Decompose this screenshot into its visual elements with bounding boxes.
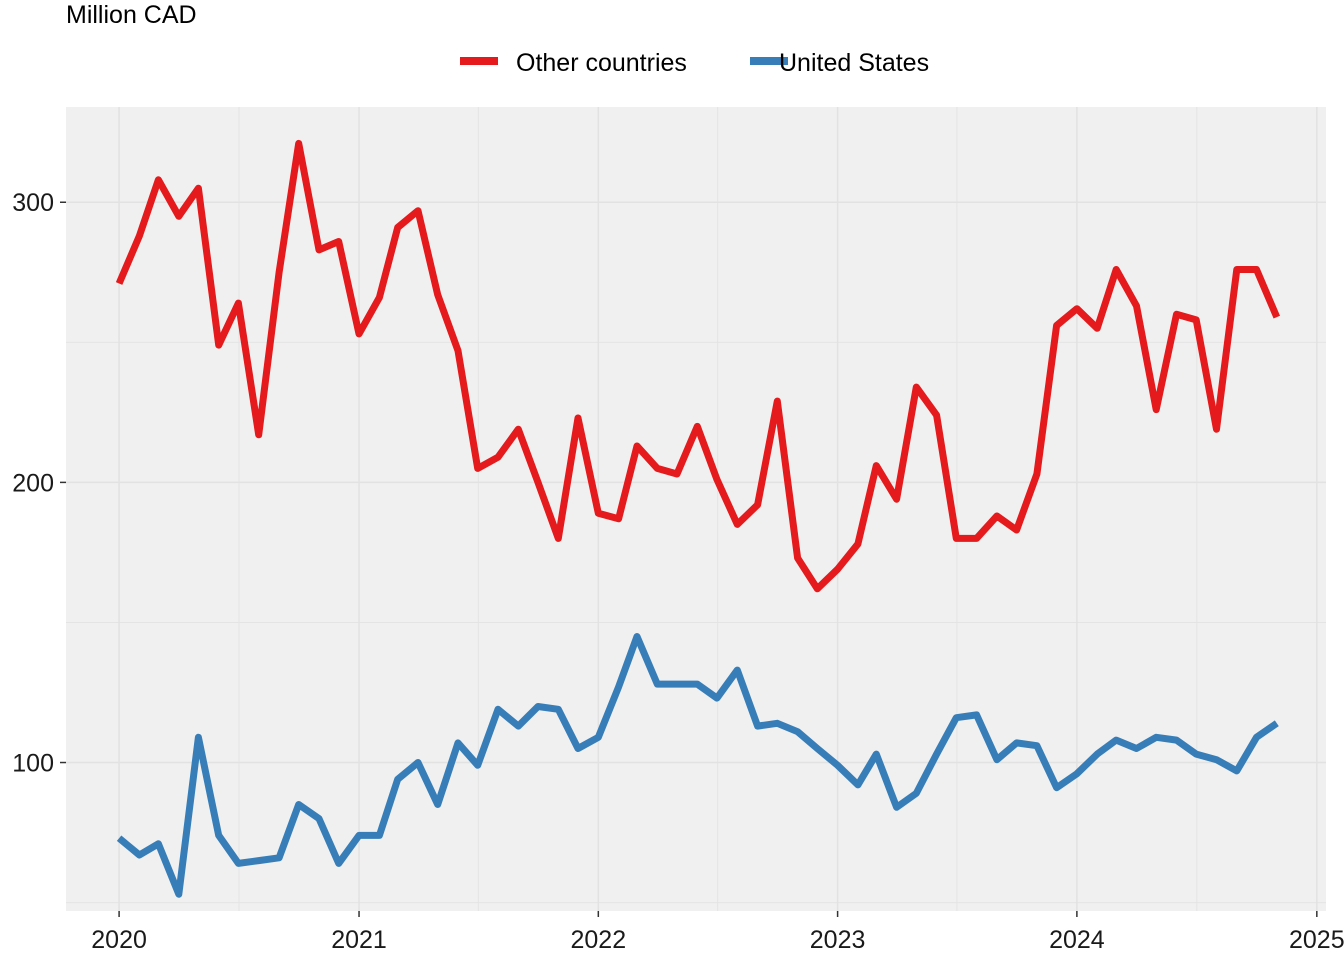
gridlines xyxy=(66,107,1326,911)
x-axis-ticks: 2020 2021 2022 2023 2024 2025 xyxy=(91,911,1344,954)
legend: Other countries United States xyxy=(460,49,929,77)
y-axis-label: Million CAD xyxy=(66,1,197,29)
x-tick-label: 2024 xyxy=(1049,926,1105,954)
series-lines xyxy=(115,139,1281,898)
series-line-united-states xyxy=(116,633,1279,898)
y-tick-label: 200 xyxy=(12,469,54,497)
y-axis-ticks: 100 200 300 xyxy=(12,189,66,778)
plot-panel xyxy=(66,107,1326,911)
x-tick-label: 2021 xyxy=(331,926,387,954)
x-tick-label: 2023 xyxy=(810,926,866,954)
series-line-other-countries xyxy=(115,139,1281,593)
x-tick-label: 2022 xyxy=(571,926,627,954)
x-tick-label: 2020 xyxy=(91,926,147,954)
x-tick-label: 2025 xyxy=(1289,926,1344,954)
legend-label-other-countries: Other countries xyxy=(516,49,687,77)
y-tick-label: 100 xyxy=(12,750,54,778)
y-tick-label: 300 xyxy=(12,189,54,217)
legend-label-united-states: United States xyxy=(779,49,929,77)
